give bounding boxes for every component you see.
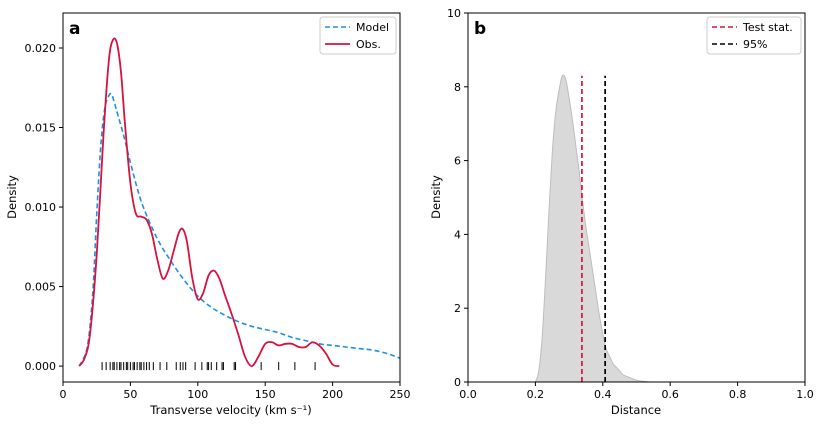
y-tick-label: 0 bbox=[454, 376, 461, 389]
x-tick-label: 0.2 bbox=[527, 388, 545, 401]
y-tick-label: 0.010 bbox=[25, 201, 57, 214]
x-tick-label: 0.6 bbox=[661, 388, 679, 401]
legend-obs-label: Obs. bbox=[356, 38, 381, 51]
y-tick-label: 4 bbox=[454, 228, 461, 241]
series-model-line bbox=[78, 92, 401, 367]
y-tick-label: 10 bbox=[447, 7, 461, 20]
y-tick-label: 2 bbox=[454, 302, 461, 315]
panel-b-letter: b bbox=[474, 19, 486, 39]
panel-a-letter: a bbox=[69, 19, 80, 39]
legend-test-stat-label: Test stat. bbox=[742, 21, 793, 34]
x-tick-label: 0.0 bbox=[459, 388, 477, 401]
distance-distribution-area bbox=[534, 74, 651, 383]
y-tick-label: 6 bbox=[454, 155, 461, 168]
legend-95-label: 95% bbox=[743, 38, 767, 51]
x-tick-label: 100 bbox=[187, 388, 208, 401]
panel-a-legend: Model Obs. bbox=[319, 16, 397, 55]
x-tick-label: 0.8 bbox=[729, 388, 747, 401]
x-tick-label: 0 bbox=[60, 388, 67, 401]
x-tick-label: 150 bbox=[255, 388, 276, 401]
panel-b-legend: Test stat. 95% bbox=[706, 16, 802, 55]
y-tick-label: 0.015 bbox=[25, 122, 57, 135]
panel-a: 0 50 100 150 200 250 0.000 0.005 0.010 0.015 0.02… bbox=[5, 12, 411, 417]
panel-b-frame bbox=[467, 12, 806, 383]
y-tick-label: 8 bbox=[454, 81, 461, 94]
y-tick-label: 0.005 bbox=[25, 281, 57, 294]
x-tick-label: 200 bbox=[322, 388, 343, 401]
y-tick-label: 0.000 bbox=[25, 360, 57, 373]
panel-a-frame bbox=[62, 12, 401, 383]
x-tick-label: 250 bbox=[390, 388, 411, 401]
panel-b: 0.0 0.2 0.4 0.6 0.8 1.0 0 2 4 6 8 10 b Distance De… bbox=[429, 7, 814, 417]
legend-model-label: Model bbox=[356, 21, 389, 34]
panel-a-y-axis-label: Density bbox=[5, 175, 19, 219]
panel-b-x-axis-label: Distance bbox=[611, 403, 661, 417]
panel-b-y-axis-label: Density bbox=[429, 175, 443, 219]
x-tick-label: 0.4 bbox=[594, 388, 612, 401]
x-tick-label: 1.0 bbox=[796, 388, 814, 401]
x-tick-label: 50 bbox=[123, 388, 137, 401]
panel-a-x-axis-label: Transverse velocity (km s⁻¹) bbox=[149, 403, 311, 417]
series-obs-line bbox=[78, 37, 340, 367]
y-tick-label: 0.020 bbox=[25, 42, 57, 55]
